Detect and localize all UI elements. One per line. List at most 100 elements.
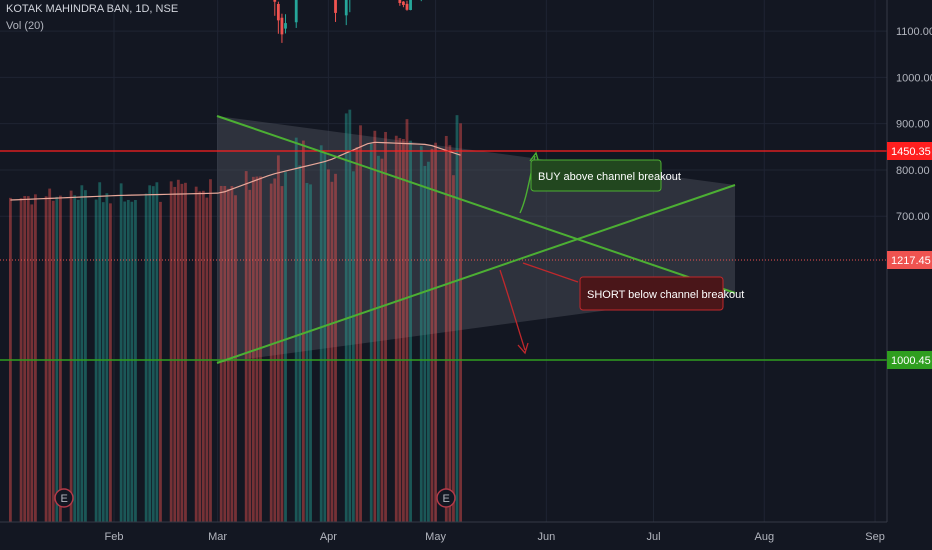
candle-body xyxy=(294,0,298,23)
volume-bar xyxy=(194,186,198,522)
volume-bar xyxy=(369,143,373,522)
short-annotation[interactable]: SHORT below channel breakout xyxy=(579,276,744,311)
volume-bar xyxy=(423,165,427,523)
volume-bar xyxy=(452,175,455,522)
volume-bar xyxy=(427,161,430,522)
volume-bar xyxy=(230,185,234,522)
price-label-last: 1217.45 xyxy=(887,251,932,269)
grid xyxy=(0,0,887,522)
x-tick-label: Jul xyxy=(646,531,660,543)
volume-bar xyxy=(69,190,73,522)
volume-bar xyxy=(126,199,130,522)
earnings-marker[interactable]: E xyxy=(436,488,456,508)
volume-bar xyxy=(402,138,405,522)
buy-annotation[interactable]: BUY above channel breakout xyxy=(530,159,681,192)
candle-body xyxy=(280,17,284,35)
volume-bar xyxy=(409,140,412,522)
volume-bar xyxy=(23,195,27,522)
volume-bar xyxy=(176,179,180,523)
volume-bar xyxy=(309,184,312,522)
buy-annotation-text: BUY above channel breakout xyxy=(538,171,681,183)
volume-bar xyxy=(251,176,255,522)
price-label-support-text: 1000.45 xyxy=(891,355,931,367)
volume-bar xyxy=(351,171,355,523)
volume-bar xyxy=(184,182,187,522)
volume-bar xyxy=(398,138,402,523)
price-label-resistance: 1450.35 xyxy=(887,142,932,160)
volume-bar xyxy=(59,195,62,523)
upper-trendline[interactable] xyxy=(216,115,736,294)
short-annotation-text: SHORT below channel breakout xyxy=(587,289,744,301)
x-tick-label: May xyxy=(425,531,446,543)
volume-bar xyxy=(455,115,459,523)
price-label-support: 1000.45 xyxy=(887,351,932,369)
earnings-marker[interactable]: E xyxy=(54,488,74,508)
volume-bar xyxy=(419,146,423,522)
volume-bar xyxy=(119,183,123,522)
volume-bar xyxy=(273,178,277,522)
symbol-title: KOTAK MAHINDRA BAN, 1D, NSE xyxy=(6,3,179,15)
volume-bar xyxy=(209,179,212,522)
volume-bar xyxy=(405,119,409,522)
y-tick-label: 800.00 xyxy=(896,165,930,177)
volume-bar xyxy=(444,135,448,522)
short-arrow xyxy=(499,262,579,355)
price-label-last-text: 1217.45 xyxy=(891,255,931,267)
lower-trendline[interactable] xyxy=(216,184,736,364)
volume-bar xyxy=(101,202,105,523)
volume-bar xyxy=(198,191,202,522)
candle-body xyxy=(276,3,280,21)
volume-bar xyxy=(223,185,227,522)
volume-indicator-label[interactable]: Vol (20) xyxy=(6,20,44,32)
price-axis[interactable]: 700.00800.00900.001000.001100.001200.001… xyxy=(886,0,932,550)
volume-bar xyxy=(355,147,359,522)
volume-bar xyxy=(98,182,102,522)
x-tick-label: Apr xyxy=(320,531,337,543)
price-label-resistance-text: 1450.35 xyxy=(891,146,931,158)
volume-bar xyxy=(219,185,223,522)
volume-bar xyxy=(151,186,155,522)
volume-bar xyxy=(319,145,323,523)
volume-bar xyxy=(323,152,327,522)
volume-bar xyxy=(173,186,177,522)
volume-bar xyxy=(180,183,184,523)
volume-bar xyxy=(169,181,173,522)
volume-bar xyxy=(280,186,284,522)
volume-bar xyxy=(201,190,205,522)
volume-bar xyxy=(244,171,248,522)
x-tick-label: Sep xyxy=(865,531,885,543)
y-tick-label: 1100.00 xyxy=(896,26,932,38)
volume-bar xyxy=(76,199,80,522)
x-tick-label: Feb xyxy=(105,531,124,543)
triangle-pattern xyxy=(217,116,735,363)
y-tick-label: 1000.00 xyxy=(896,72,932,84)
volume-bar xyxy=(284,172,287,522)
volume-bar xyxy=(33,194,37,523)
volume-bar xyxy=(430,148,434,523)
volume-bar xyxy=(134,199,137,523)
y-tick-label: 900.00 xyxy=(896,119,930,131)
x-tick-label: Aug xyxy=(754,531,774,543)
x-tick-label: Jun xyxy=(537,531,555,543)
volume-ma-line xyxy=(10,141,461,201)
earnings-marker-label: E xyxy=(443,493,450,505)
time-axis[interactable]: Feb Mar Apr May Jun Jul Aug Sep xyxy=(0,521,887,550)
y-tick-label: 700.00 xyxy=(896,211,930,223)
volume-bar xyxy=(155,182,159,522)
volume-bar xyxy=(48,188,52,522)
candle-body xyxy=(405,3,409,10)
volume-bar xyxy=(301,140,305,522)
volume-bar xyxy=(226,188,230,522)
volume-bar xyxy=(44,196,48,522)
volume-bar xyxy=(434,142,437,523)
candles xyxy=(273,0,422,43)
volume-bar xyxy=(234,195,237,522)
volume-bar xyxy=(326,169,330,523)
volume-bar xyxy=(348,109,352,522)
x-tick-label: Mar xyxy=(208,531,227,543)
volume-bar xyxy=(359,125,362,522)
candle-body xyxy=(402,1,405,5)
volume-bar xyxy=(130,201,134,523)
volume-bar xyxy=(269,183,273,522)
